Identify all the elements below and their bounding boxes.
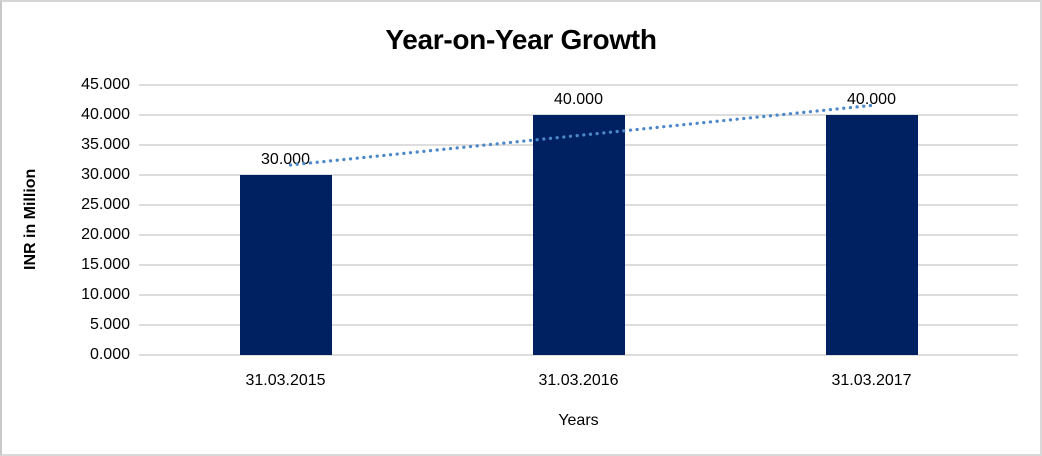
y-tick-label: 20.000	[81, 226, 130, 243]
bar-data-label: 40.000	[847, 91, 896, 108]
bar	[825, 115, 918, 355]
x-tick-label: 31.03.2015	[245, 372, 326, 389]
y-gridline	[139, 354, 1018, 356]
y-tick-label: 35.000	[81, 136, 130, 153]
y-tick-label: 0.000	[89, 346, 130, 363]
bar-data-label: 40.000	[554, 91, 603, 108]
y-gridline	[139, 84, 1018, 86]
trendline-path	[288, 103, 878, 167]
y-tick-label: 10.000	[81, 286, 130, 303]
chart-title: Year-on-Year Growth	[385, 24, 657, 55]
bar	[239, 175, 332, 355]
x-axis-title: Years	[558, 412, 599, 429]
plot-area: 30.000 40.000 40.000	[139, 84, 1018, 356]
y-tick-label: 45.000	[81, 76, 130, 93]
x-tick-label: 31.03.2016	[538, 372, 619, 389]
y-tick-label: 30.000	[81, 166, 130, 183]
bar	[532, 115, 625, 355]
y-tick-label: 15.000	[81, 256, 130, 273]
trendline	[288, 103, 878, 167]
x-tick-label: 31.03.2017	[831, 372, 912, 389]
y-tick-label: 25.000	[81, 196, 130, 213]
y-axis-title: INR in Million	[22, 168, 39, 270]
y-tick-label: 40.000	[81, 106, 130, 123]
y-tick-label: 5.000	[89, 316, 130, 333]
